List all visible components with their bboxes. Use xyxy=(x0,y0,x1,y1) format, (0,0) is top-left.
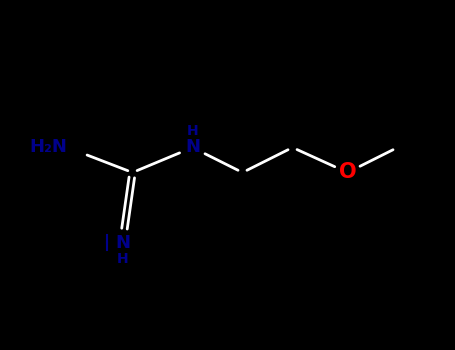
Text: H₂N: H₂N xyxy=(30,139,67,156)
Text: N: N xyxy=(115,233,130,252)
Text: N: N xyxy=(185,139,200,156)
Text: H: H xyxy=(187,124,198,138)
Text: H: H xyxy=(116,252,128,266)
Text: O: O xyxy=(339,162,356,182)
